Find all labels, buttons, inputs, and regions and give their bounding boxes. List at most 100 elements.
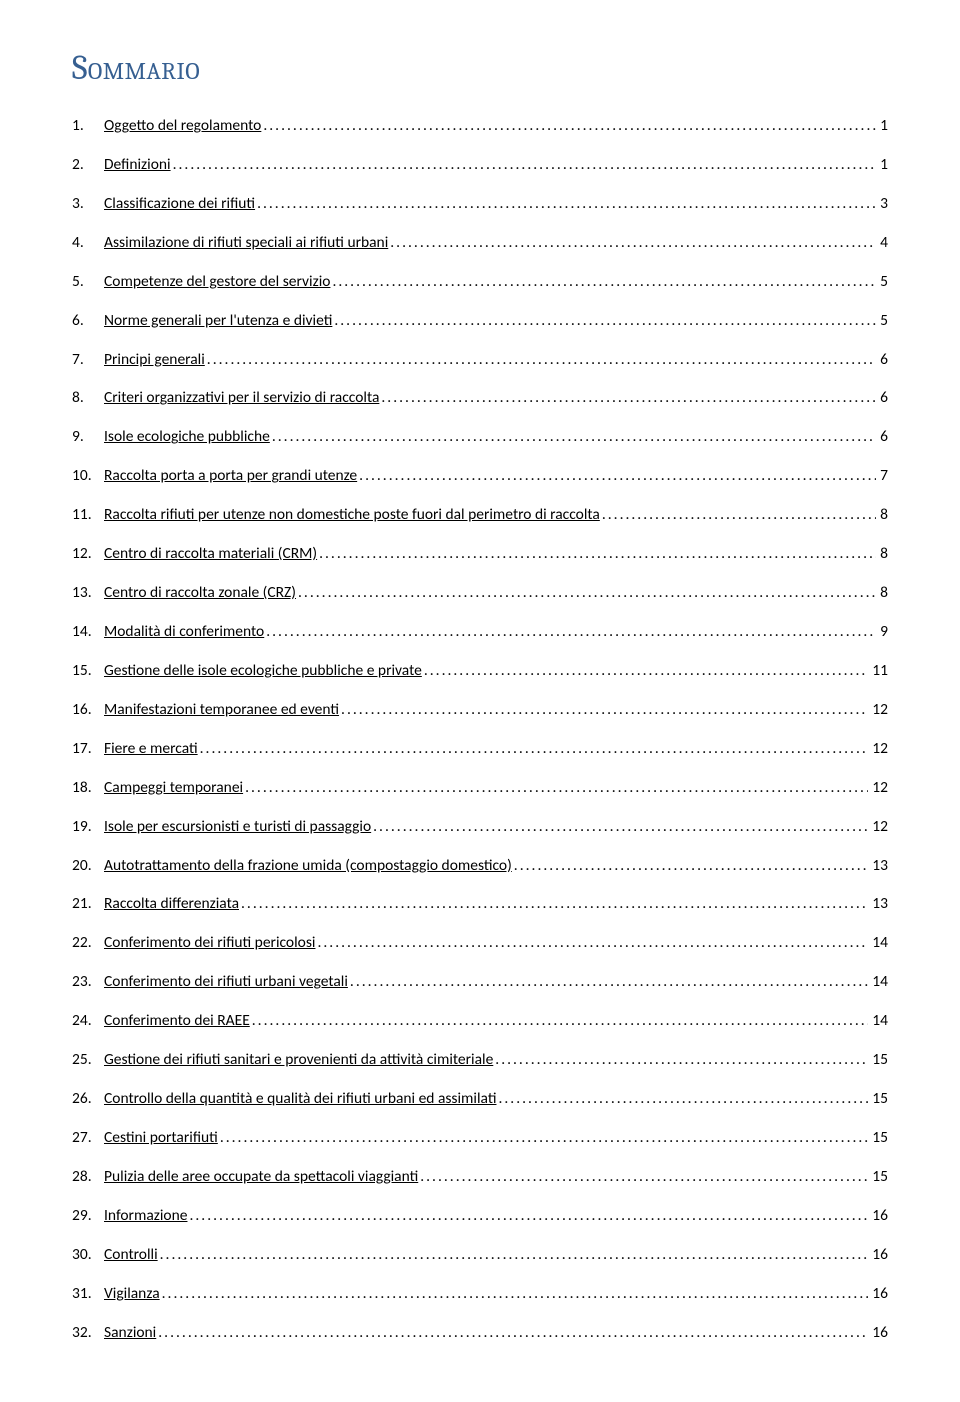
toc-container: 1.Oggetto del regolamento12.Definizioni1… <box>72 116 888 1344</box>
toc-row[interactable]: 15.Gestione delle isole ecologiche pubbl… <box>72 661 888 682</box>
toc-item-label: Norme generali per l'utenza e divieti <box>104 311 332 332</box>
toc-item-page: 9 <box>878 622 888 643</box>
toc-item-label: Raccolta differenziata <box>104 894 239 915</box>
toc-item-label: Gestione delle isole ecologiche pubblich… <box>104 661 422 682</box>
toc-leader-dots <box>245 778 868 799</box>
toc-item-page: 16 <box>870 1323 888 1344</box>
toc-leader-dots <box>241 894 868 915</box>
toc-row[interactable]: 8.Criteri organizzativi per il servizio … <box>72 388 888 409</box>
toc-leader-dots <box>424 661 868 682</box>
toc-item-label: Controlli <box>104 1245 158 1266</box>
toc-item-label: Sanzioni <box>104 1323 156 1344</box>
toc-item-label: Centro di raccolta materiali (CRM) <box>104 544 317 565</box>
toc-row[interactable]: 30.Controlli 16 <box>72 1245 888 1266</box>
toc-row[interactable]: 26.Controllo della quantità e qualità de… <box>72 1089 888 1110</box>
toc-item-label: Fiere e mercati <box>104 739 198 760</box>
toc-item-number: 9. <box>72 427 104 448</box>
toc-item-page: 16 <box>870 1245 888 1266</box>
toc-leader-dots <box>317 933 868 954</box>
toc-leader-dots <box>200 739 869 760</box>
toc-leader-dots <box>160 1245 869 1266</box>
toc-leader-dots <box>263 116 876 137</box>
toc-row[interactable]: 11.Raccolta rifiuti per utenze non domes… <box>72 505 888 526</box>
toc-row[interactable]: 13.Centro di raccolta zonale (CRZ)8 <box>72 583 888 604</box>
toc-row[interactable]: 12.Centro di raccolta materiali (CRM) 8 <box>72 544 888 565</box>
toc-item-label: Raccolta porta a porta per grandi utenze <box>104 466 357 487</box>
toc-item-page: 16 <box>870 1206 888 1227</box>
toc-item-number: 17. <box>72 739 104 760</box>
toc-leader-dots <box>189 1206 868 1227</box>
toc-row[interactable]: 6.Norme generali per l'utenza e divieti5 <box>72 311 888 332</box>
toc-leader-dots <box>220 1128 868 1149</box>
toc-leader-dots <box>332 272 876 293</box>
toc-item-label: Manifestazioni temporanee ed eventi <box>104 700 339 721</box>
toc-item-page: 15 <box>870 1128 888 1149</box>
toc-item-label: Competenze del gestore del servizio <box>104 272 330 293</box>
toc-row[interactable]: 17.Fiere e mercati12 <box>72 739 888 760</box>
toc-item-number: 6. <box>72 311 104 332</box>
toc-row[interactable]: 18.Campeggi temporanei12 <box>72 778 888 799</box>
toc-item-label: Conferimento dei RAEE <box>104 1011 250 1032</box>
toc-row[interactable]: 23.Conferimento dei rifiuti urbani veget… <box>72 972 888 993</box>
toc-leader-dots <box>252 1011 869 1032</box>
toc-item-label: Centro di raccolta zonale (CRZ) <box>104 583 296 604</box>
toc-item-number: 21. <box>72 894 104 915</box>
toc-item-number: 12. <box>72 544 104 565</box>
toc-row[interactable]: 20.Autotrattamento della frazione umida … <box>72 856 888 877</box>
toc-leader-dots <box>381 388 876 409</box>
toc-row[interactable]: 19.Isole per escursionisti e turisti di … <box>72 817 888 838</box>
toc-leader-dots <box>298 583 876 604</box>
toc-item-number: 22. <box>72 933 104 954</box>
toc-row[interactable]: 4.Assimilazione di rifiuti speciali ai r… <box>72 233 888 254</box>
toc-leader-dots <box>498 1089 868 1110</box>
toc-leader-dots <box>266 622 876 643</box>
toc-row[interactable]: 24.Conferimento dei RAEE14 <box>72 1011 888 1032</box>
page-title: Sommario <box>72 48 888 88</box>
toc-item-number: 2. <box>72 155 104 176</box>
toc-row[interactable]: 29.Informazione16 <box>72 1206 888 1227</box>
toc-item-number: 30. <box>72 1245 104 1266</box>
toc-item-page: 1 <box>878 155 888 176</box>
toc-row[interactable]: 27.Cestini portarifiuti15 <box>72 1128 888 1149</box>
toc-leader-dots <box>207 350 876 371</box>
toc-row[interactable]: 7.Principi generali6 <box>72 350 888 371</box>
toc-item-label: Campeggi temporanei <box>104 778 243 799</box>
toc-item-number: 15. <box>72 661 104 682</box>
toc-row[interactable]: 21.Raccolta differenziata 13 <box>72 894 888 915</box>
toc-row[interactable]: 1.Oggetto del regolamento1 <box>72 116 888 137</box>
toc-row[interactable]: 14.Modalità di conferimento9 <box>72 622 888 643</box>
toc-item-number: 25. <box>72 1050 104 1071</box>
toc-item-page: 14 <box>870 972 888 993</box>
toc-row[interactable]: 5.Competenze del gestore del servizio5 <box>72 272 888 293</box>
toc-item-page: 6 <box>878 427 888 448</box>
toc-row[interactable]: 31.Vigilanza16 <box>72 1284 888 1305</box>
toc-item-page: 8 <box>878 544 888 565</box>
toc-row[interactable]: 32.Sanzioni16 <box>72 1323 888 1344</box>
toc-item-label: Modalità di conferimento <box>104 622 264 643</box>
toc-item-page: 1 <box>878 116 888 137</box>
toc-leader-dots <box>162 1284 869 1305</box>
toc-item-number: 18. <box>72 778 104 799</box>
toc-item-label: Gestione dei rifiuti sanitari e provenie… <box>104 1050 493 1071</box>
toc-item-label: Vigilanza <box>104 1284 160 1305</box>
toc-item-label: Oggetto del regolamento <box>104 116 261 137</box>
toc-item-number: 3. <box>72 194 104 215</box>
toc-item-page: 6 <box>878 350 888 371</box>
toc-row[interactable]: 9.Isole ecologiche pubbliche6 <box>72 427 888 448</box>
toc-row[interactable]: 10.Raccolta porta a porta per grandi ute… <box>72 466 888 487</box>
toc-item-page: 12 <box>870 700 888 721</box>
toc-item-number: 29. <box>72 1206 104 1227</box>
toc-item-page: 12 <box>870 817 888 838</box>
toc-item-number: 16. <box>72 700 104 721</box>
toc-row[interactable]: 2.Definizioni 1 <box>72 155 888 176</box>
toc-item-label: Definizioni <box>104 155 171 176</box>
toc-item-page: 6 <box>878 388 888 409</box>
toc-row[interactable]: 25.Gestione dei rifiuti sanitari e prove… <box>72 1050 888 1071</box>
toc-item-label: Pulizia delle aree occupate da spettacol… <box>104 1167 418 1188</box>
toc-row[interactable]: 22.Conferimento dei rifiuti pericolosi14 <box>72 933 888 954</box>
toc-row[interactable]: 3.Classificazione dei rifiuti3 <box>72 194 888 215</box>
toc-item-page: 13 <box>870 894 888 915</box>
toc-leader-dots <box>158 1323 868 1344</box>
toc-row[interactable]: 28.Pulizia delle aree occupate da spetta… <box>72 1167 888 1188</box>
toc-row[interactable]: 16.Manifestazioni temporanee ed eventi 12 <box>72 700 888 721</box>
